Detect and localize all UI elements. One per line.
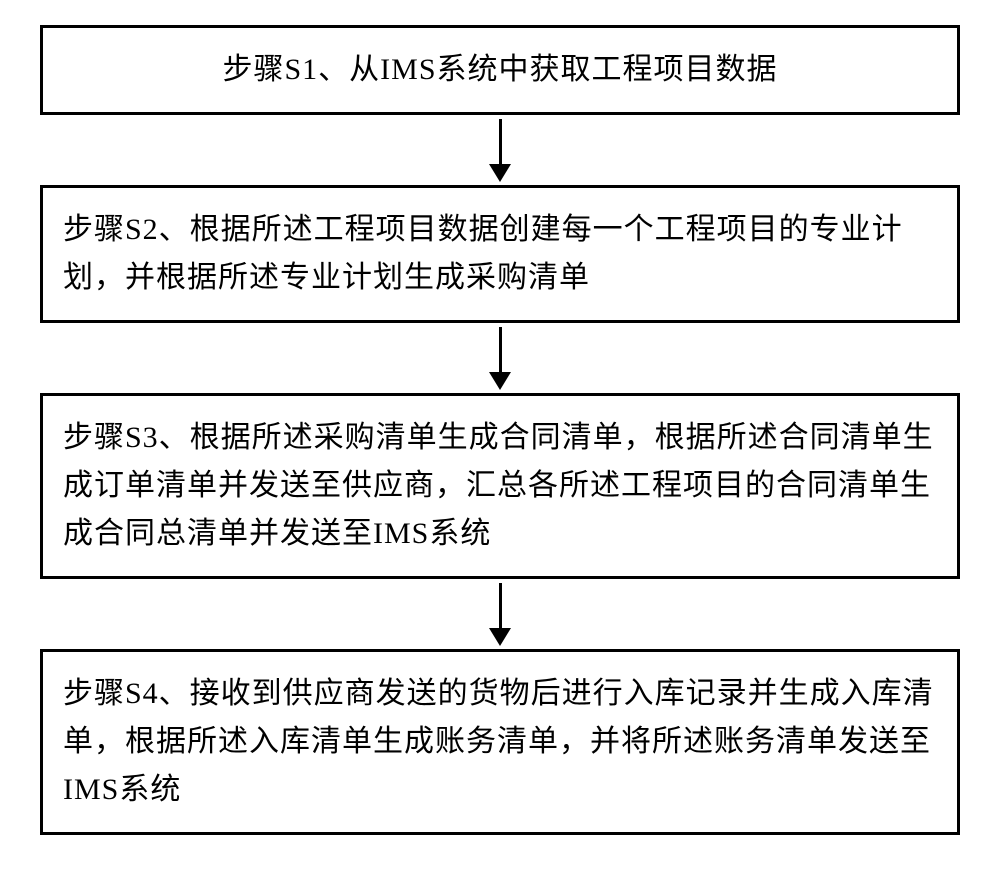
step-box-s3: 步骤S3、根据所述采购清单生成合同清单，根据所述合同清单生成订单清单并发送至供应…: [40, 393, 960, 579]
step-box-s2: 步骤S2、根据所述工程项目数据创建每一个工程项目的专业计划，并根据所述专业计划生…: [40, 185, 960, 323]
arrow-line-icon: [499, 119, 502, 164]
step-text-s2: 步骤S2、根据所述工程项目数据创建每一个工程项目的专业计划，并根据所述专业计划生…: [63, 206, 937, 302]
step-text-s4: 步骤S4、接收到供应商发送的货物后进行入库记录并生成入库清单，根据所述入库清单生…: [63, 670, 937, 814]
step-text-s1: 步骤S1、从IMS系统中获取工程项目数据: [222, 46, 777, 94]
arrow-head-icon: [489, 628, 511, 646]
step-box-s1: 步骤S1、从IMS系统中获取工程项目数据: [40, 25, 960, 115]
arrow-s3-s4: [489, 579, 511, 649]
arrow-s2-s3: [489, 323, 511, 393]
arrow-line-icon: [499, 327, 502, 372]
step-text-s3: 步骤S3、根据所述采购清单生成合同清单，根据所述合同清单生成订单清单并发送至供应…: [63, 414, 937, 558]
arrow-head-icon: [489, 372, 511, 390]
arrow-s1-s2: [489, 115, 511, 185]
arrow-head-icon: [489, 164, 511, 182]
flowchart-container: 步骤S1、从IMS系统中获取工程项目数据 步骤S2、根据所述工程项目数据创建每一…: [0, 25, 1000, 835]
step-box-s4: 步骤S4、接收到供应商发送的货物后进行入库记录并生成入库清单，根据所述入库清单生…: [40, 649, 960, 835]
arrow-line-icon: [499, 583, 502, 628]
